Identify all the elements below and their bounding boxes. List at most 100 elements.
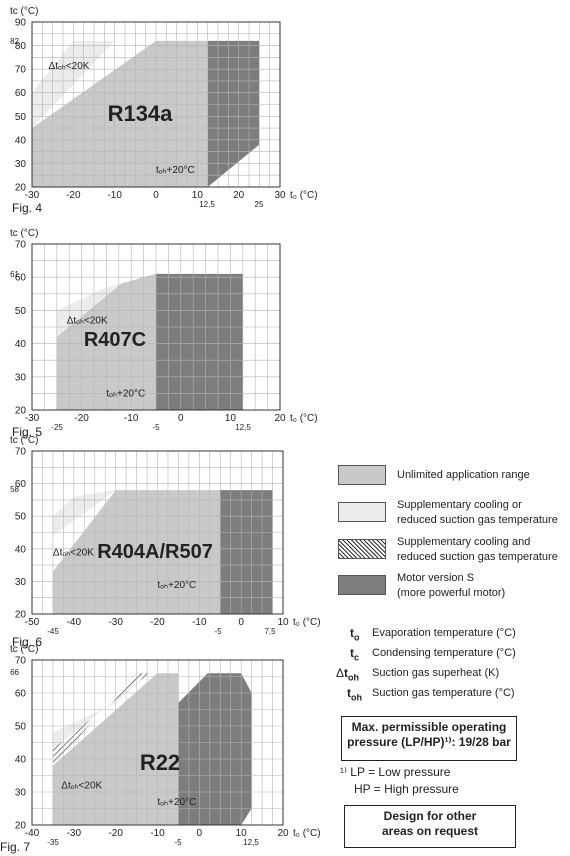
superheat-annotation: Δtₒₕ<20K	[53, 547, 94, 558]
y-extra-tick-label: 82	[10, 37, 19, 46]
x-tick-label: -30	[108, 617, 123, 628]
figure-label: Fig. 5	[12, 425, 42, 439]
x-tick-label: 0	[153, 190, 159, 201]
x-extra-tick-label: -5	[152, 423, 160, 432]
superheat-annotation: Δtₒₕ<20K	[49, 61, 90, 72]
region-motor-s	[156, 273, 243, 410]
y-tick-label: 20	[15, 406, 27, 417]
x-extra-tick-label: 12,5	[235, 423, 251, 432]
x-tick-label: 20	[274, 413, 286, 424]
x-tick-label: -20	[66, 190, 81, 201]
symbol-to-desc: Evaporation temperature (°C)	[372, 627, 516, 639]
superheat-annotation: Δtₒₕ<20K	[67, 316, 108, 327]
x-tick-label: 10	[277, 617, 289, 628]
suction-temp-annotation: tₒₕ+20°C	[158, 580, 197, 591]
x-axis-label: t₀ (°C)	[290, 413, 318, 424]
y-tick-label: 50	[15, 306, 27, 317]
pressure-line-1: Max. permissible operating	[351, 720, 507, 734]
y-axis-label: tc (°C)	[10, 228, 38, 239]
y-tick-label: 70	[15, 447, 27, 458]
x-tick-label: -10	[107, 190, 122, 201]
x-tick-label: -40	[25, 828, 40, 839]
x-extra-tick-label: 12,5	[243, 838, 259, 847]
figure-label: Fig. 4	[12, 201, 42, 215]
y-tick-label: 20	[15, 821, 27, 832]
y-tick-label: 30	[15, 372, 27, 383]
y-tick-label: 80	[15, 41, 27, 52]
x-extra-tick-label: -45	[47, 627, 59, 636]
grid	[31, 243, 281, 411]
y-tick-label: 60	[15, 479, 27, 490]
x-tick-label: -30	[67, 828, 82, 839]
x-tick-label: -10	[150, 828, 165, 839]
x-axis-label: t₀ (°C)	[293, 828, 321, 839]
plot-frame	[31, 450, 284, 615]
x-tick-label: -30	[25, 413, 40, 424]
x-tick-label: 20	[233, 190, 245, 201]
refrigerant-label: R404A/R507	[97, 541, 213, 563]
plot-frame	[31, 243, 281, 411]
legend-label-hatched-2: reduced suction gas temperature	[397, 551, 558, 563]
y-tick-label: 60	[15, 88, 27, 99]
y-tick-label: 40	[15, 339, 27, 350]
footnote-2: HP = High pressure	[354, 782, 459, 796]
legend-label-motor-2: (more powerful motor)	[397, 587, 506, 599]
x-tick-label: -10	[192, 617, 207, 628]
y-tick-label: 40	[15, 544, 27, 555]
refrigerant-label: R22	[140, 750, 180, 775]
y-tick-label: 40	[15, 135, 27, 146]
suction-temp-annotation: tₒₕ+20°C	[156, 165, 195, 176]
superheat-annotation: Δtₒₕ<20K	[61, 781, 102, 792]
pressure-line-2: pressure (LP/HP)¹⁾: 19/28 bar	[347, 735, 511, 749]
chart-4: -40 -30 -20 -10 0 10 20 20 30 40 50 60 70 -35 -5 12,5 66…	[0, 644, 321, 854]
x-tick-label: -20	[108, 828, 123, 839]
y-tick-label: 60	[15, 689, 27, 700]
chart-2: -30 -20 -10 0 10 20 20 30 40 50 60 70 -25 -5 12,5 61 tc …	[10, 228, 318, 439]
x-tick-label: -10	[124, 413, 139, 424]
y-extra-tick-label: 66	[10, 668, 19, 677]
refrigerant-label: R407C	[84, 329, 146, 351]
y-tick-label: 50	[15, 112, 27, 123]
y-tick-label: 40	[15, 755, 27, 766]
grid	[31, 659, 284, 826]
legend-swatch-hatched	[338, 539, 386, 559]
x-axis-label: t₀ (°C)	[290, 190, 318, 201]
symbol-to: to	[350, 626, 360, 643]
y-axis-label: tc (°C)	[10, 435, 38, 446]
legend-label-hatched-1: Supplementary cooling and	[397, 536, 531, 548]
x-extra-tick-label: -5	[214, 627, 222, 636]
symbol-toh: toh	[347, 686, 362, 703]
y-tick-label: 70	[15, 656, 27, 667]
symbol-dtoh-desc: Suction gas superheat (K)	[372, 667, 500, 679]
y-tick-label: 30	[15, 159, 27, 170]
y-tick-label: 90	[15, 18, 27, 29]
symbol-toh-desc: Suction gas temperature (°C)	[372, 687, 515, 699]
figure-label: Fig. 6	[12, 635, 42, 649]
figure-label: Fig. 7	[0, 840, 30, 854]
y-tick-label: 30	[15, 577, 27, 588]
y-tick-label: 20	[15, 183, 27, 194]
x-tick-label: -20	[74, 413, 89, 424]
region-unlimited	[32, 40, 208, 188]
symbol-tc: tc	[350, 646, 360, 663]
y-extra-tick-label: 61	[10, 270, 19, 279]
y-tick-label: 70	[15, 65, 27, 76]
x-tick-label: 10	[225, 413, 237, 424]
x-tick-label: -40	[67, 617, 82, 628]
footnote-1: ¹⁾ LP = Low pressure	[340, 765, 451, 779]
y-extra-tick-label: 58	[10, 485, 19, 494]
x-tick-label: 0	[197, 828, 203, 839]
region-supplementary	[52, 673, 150, 750]
x-tick-label: -30	[25, 190, 40, 201]
plot-frame	[31, 21, 281, 188]
design-line-2: areas on request	[381, 824, 479, 838]
plot-frame	[31, 659, 284, 826]
x-tick-label: 0	[178, 413, 184, 424]
x-extra-tick-label: 25	[255, 200, 264, 209]
x-extra-tick-label: -25	[51, 423, 63, 432]
legend-label-unlimited: Unlimited application range	[397, 469, 530, 481]
pressure-box: Max. permissible operating pressure (LP/…	[341, 716, 517, 761]
legend-swatch-unlimited	[338, 465, 386, 485]
y-tick-label: 50	[15, 722, 27, 733]
design-line-1: Design for other	[383, 809, 477, 823]
